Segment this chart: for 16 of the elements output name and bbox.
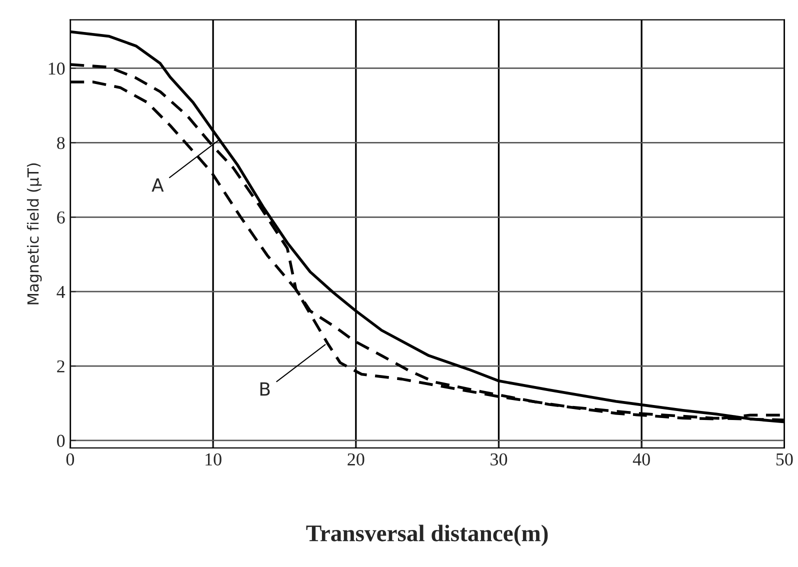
y-axis-title: Magnetic field (µT) xyxy=(26,163,42,304)
x-tick-label: 20 xyxy=(348,453,364,466)
x-tick-label: 10 xyxy=(206,453,222,466)
annotation: A xyxy=(152,178,164,192)
y-tick-label: 8 xyxy=(57,136,65,150)
x-tick-label: 50 xyxy=(776,453,793,466)
y-tick-label: 10 xyxy=(48,62,65,75)
y-tick-label: 0 xyxy=(57,434,65,447)
x-tick-label: 40 xyxy=(632,453,650,466)
y-tick-label: 2 xyxy=(57,360,64,372)
y-tick-label: 6 xyxy=(57,211,65,224)
annotation: B xyxy=(260,382,270,396)
x-tick-label: 30 xyxy=(490,453,508,466)
x-axis-title: Transversal distance(m) xyxy=(306,524,548,546)
y-tick-label: 4 xyxy=(56,286,66,298)
x-tick-label: 0 xyxy=(66,453,74,466)
